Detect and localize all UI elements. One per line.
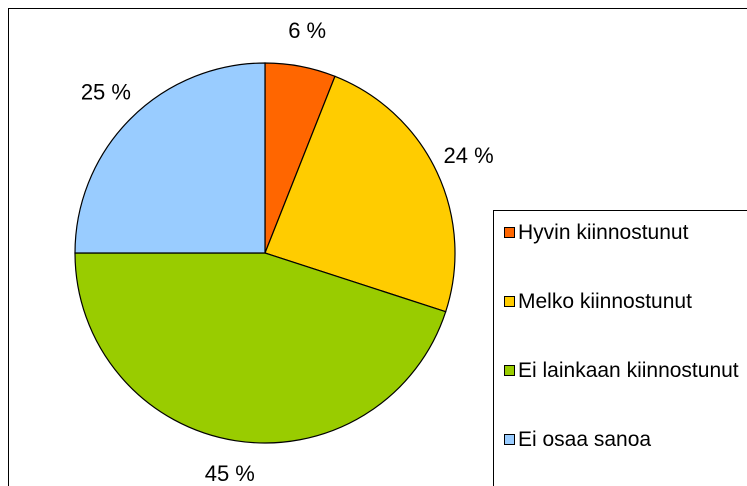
legend-label: Ei osaa sanoa xyxy=(518,428,652,451)
chart-frame xyxy=(8,8,747,486)
legend: Hyvin kiinnostunut Melko kiinnostunut Ei l… xyxy=(493,210,747,486)
pie-slice xyxy=(74,252,447,444)
legend-swatch xyxy=(504,296,515,307)
legend-swatch xyxy=(504,434,515,445)
legend-item: Hyvin kiinnostunut xyxy=(504,219,742,246)
data-label: 45 % xyxy=(205,461,255,486)
legend-label: Hyvin kiinnostunut xyxy=(518,221,689,244)
data-label: 6 % xyxy=(288,18,326,43)
legend-label: Ei lainkaan kiinnostunut xyxy=(518,359,739,382)
pie-slice xyxy=(264,75,456,313)
legend-item: Ei osaa sanoa xyxy=(504,426,742,453)
legend-item: Ei lainkaan kiinnostunut xyxy=(504,357,742,384)
pie-slice xyxy=(74,62,266,254)
legend-swatch xyxy=(504,227,515,238)
data-label: 24 % xyxy=(444,143,494,168)
legend-swatch xyxy=(504,365,515,376)
data-label: 25 % xyxy=(81,80,131,105)
legend-item: Melko kiinnostunut xyxy=(504,288,742,315)
legend-label: Melko kiinnostunut xyxy=(518,290,692,313)
